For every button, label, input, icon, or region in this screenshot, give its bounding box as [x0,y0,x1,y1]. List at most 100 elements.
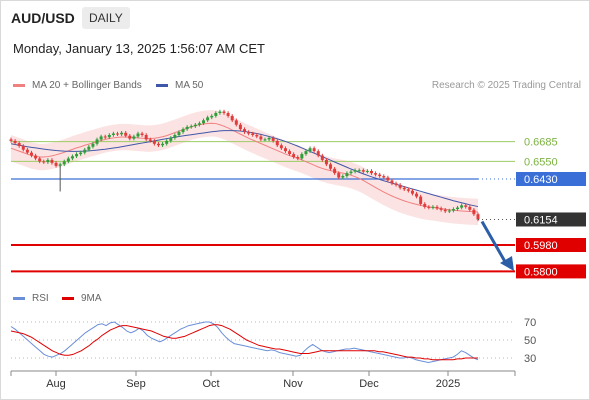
candle-body [156,143,160,146]
legend-9ma-label: 9MA [81,293,102,304]
candle-body [210,115,214,118]
candle-body [58,164,62,166]
time-label-Oct: Oct [202,378,219,390]
timeframe-badge[interactable]: DAILY [82,7,130,29]
time-label-Dec: Dec [359,378,379,390]
candle-body [460,205,464,208]
candle-body [423,203,427,207]
candle-body [161,143,165,146]
candle-body [25,149,29,153]
candle-body [148,139,152,141]
candle-body [435,206,439,209]
candle-body [9,139,13,141]
candle-body [390,180,394,184]
candle-body [357,170,361,172]
bollinger-band [11,110,478,226]
candle-body [464,205,468,207]
candle-body [218,111,222,113]
candle-body [230,115,234,121]
candle-body [349,171,353,174]
level-tag-0.5800 [516,264,586,279]
legend-ma20: MA 20 + Bollinger Bands [13,80,142,91]
candle-body [120,132,124,135]
candle-body [124,132,128,136]
level-label-0.5980: 0.5980 [524,240,558,252]
candle-body [132,136,136,139]
candle-body [279,145,283,149]
level-label-0.5800: 0.5800 [524,266,558,278]
candle-body [144,135,148,140]
candle-body [50,159,54,163]
candle-body [38,158,42,162]
candle-body [353,170,357,172]
candle-body [70,156,74,159]
level-tag-0.5980 [516,238,586,252]
candle-body [443,209,447,212]
ma50-swatch [156,83,168,87]
time-label-Aug: Aug [46,378,66,390]
candle-body [402,187,406,190]
candle-body [333,168,337,174]
candle-body [234,120,238,125]
candle-body [214,113,218,116]
candle-body [304,151,308,155]
candle-body [169,137,173,141]
candle-body [34,155,38,159]
candle-body [62,161,66,165]
candle-body [275,140,279,146]
candle-body [472,209,476,215]
candle-body [79,152,83,155]
last-price-label: 0.6154 [524,214,558,226]
candle-body [17,143,21,146]
level-label-0.6430: 0.6430 [524,174,558,186]
candle-body [83,149,87,153]
candle-body [324,159,328,165]
rsi-line [10,321,479,364]
candle-body [181,129,185,133]
ma20-line [10,122,479,213]
candle-body [136,133,140,137]
candle-body [243,129,246,133]
candle-body [140,133,144,135]
rsi-9ma-line [10,324,478,361]
candle-body [46,159,50,163]
candle-body [173,135,177,138]
candle-body [185,126,189,130]
research-credit: Research © 2025 Trading Central [431,80,581,91]
candle-body [189,126,193,128]
candle-body [263,139,267,141]
candle-body [288,151,292,155]
candle-body [378,174,382,177]
rsi-swatch [13,296,25,300]
legend-9ma: 9MA [62,293,102,304]
candle-body [419,196,423,204]
candle-body [476,214,480,220]
candle-body [456,207,460,210]
candle-body [29,152,33,156]
candle-body [447,210,451,212]
chart-header: AUD/USD DAILY [0,0,590,36]
level-label-0.6685: 0.6685 [524,137,558,149]
candle-body [316,151,320,156]
candle-body [451,209,455,211]
candle-body [369,170,373,174]
candle-body [206,117,210,121]
candle-body [386,177,390,181]
chart-datetime: Monday, January 13, 2025 1:56:07 AM CET [13,41,265,56]
candle-body [439,208,443,210]
candle-body [320,155,324,160]
candle-body [271,137,275,141]
candle-body [296,157,300,159]
candle-body [382,176,386,178]
time-label-Nov: Nov [283,378,303,390]
candle-body [337,173,341,178]
candle-body [415,193,419,197]
candle-body [103,136,107,138]
candle-body [292,154,296,157]
candle-body [312,148,316,152]
legend-ma50-label: MA 50 [175,80,204,91]
candle-body [54,162,58,166]
symbol-title: AUD/USD [11,10,75,26]
time-label-Sep: Sep [126,378,146,390]
